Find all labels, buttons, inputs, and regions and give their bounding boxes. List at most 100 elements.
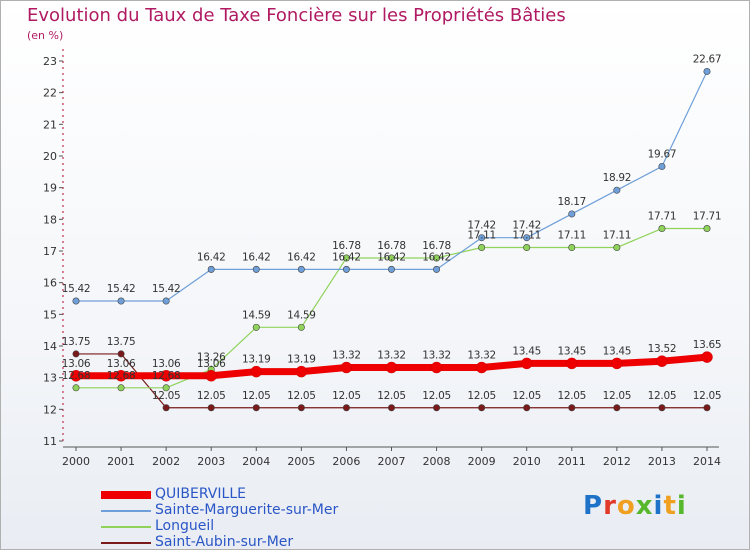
y-tick-label: 13 xyxy=(43,372,57,385)
data-point xyxy=(72,350,80,358)
x-tick-label: 2009 xyxy=(468,455,496,468)
data-label: 15.42 xyxy=(107,283,136,295)
data-point xyxy=(385,361,398,374)
data-point xyxy=(117,350,125,358)
data-point xyxy=(252,323,260,331)
data-label: 16.42 xyxy=(287,251,316,263)
data-point xyxy=(297,265,305,273)
data-label: 12.05 xyxy=(558,390,587,402)
data-point xyxy=(207,404,215,412)
x-tick-label: 2003 xyxy=(197,455,225,468)
data-label: 16.42 xyxy=(197,251,226,263)
data-point xyxy=(656,355,668,367)
data-label: 16.42 xyxy=(242,251,271,263)
data-point xyxy=(478,404,486,412)
data-label: 17.42 xyxy=(512,220,541,232)
data-point xyxy=(117,384,125,392)
data-label: 13.06 xyxy=(62,358,91,370)
x-tick-label: 2010 xyxy=(513,455,541,468)
data-point xyxy=(72,297,80,305)
data-point xyxy=(433,254,441,262)
data-point xyxy=(340,361,353,374)
x-tick-label: 2006 xyxy=(332,455,360,468)
data-label: 13.32 xyxy=(422,350,451,362)
data-point xyxy=(72,384,80,392)
data-point xyxy=(387,404,395,412)
y-tick-label: 11 xyxy=(43,435,57,448)
x-tick-label: 2004 xyxy=(242,455,270,468)
data-label: 13.32 xyxy=(377,350,406,362)
data-label: 12.68 xyxy=(107,370,136,382)
data-label: 12.05 xyxy=(693,390,722,402)
x-tick-label: 2012 xyxy=(603,455,631,468)
data-point xyxy=(162,297,170,305)
legend-swatch xyxy=(101,542,151,544)
y-tick-label: 12 xyxy=(43,403,57,416)
x-tick-label: 2014 xyxy=(693,455,721,468)
data-label: 17.11 xyxy=(603,230,632,242)
data-label: 12.05 xyxy=(467,390,496,402)
data-label: 12.05 xyxy=(242,390,271,402)
data-label: 22.67 xyxy=(693,53,722,65)
legend-swatch xyxy=(101,526,151,528)
data-label: 12.05 xyxy=(512,390,541,402)
data-label: 16.42 xyxy=(377,251,406,263)
legend-label: Sainte-Marguerite-sur-Mer xyxy=(155,502,339,518)
data-point xyxy=(297,404,305,412)
data-label: 13.52 xyxy=(648,343,677,355)
data-point xyxy=(566,357,578,370)
data-label: 19.67 xyxy=(648,148,677,160)
data-label: 17.11 xyxy=(558,230,587,242)
data-label: 13.32 xyxy=(332,350,361,362)
data-label: 13.06 xyxy=(107,358,136,370)
data-label: 12.05 xyxy=(287,390,316,402)
data-point xyxy=(342,404,350,412)
data-point xyxy=(568,210,576,218)
data-label: 13.32 xyxy=(467,350,496,362)
data-label: 12.05 xyxy=(422,390,451,402)
data-point xyxy=(433,404,441,412)
data-point xyxy=(613,404,621,412)
y-tick-label: 20 xyxy=(43,150,57,163)
data-point xyxy=(70,370,82,382)
data-label: 12.68 xyxy=(62,370,91,382)
data-label: 13.65 xyxy=(693,339,722,351)
data-label: 17.11 xyxy=(512,230,541,242)
data-point xyxy=(613,186,621,194)
data-point xyxy=(250,365,263,378)
data-point xyxy=(342,265,350,273)
data-point xyxy=(252,265,260,273)
x-tick-label: 2000 xyxy=(62,455,90,468)
data-point xyxy=(117,297,125,305)
data-label: 13.75 xyxy=(62,336,91,348)
y-tick-label: 17 xyxy=(43,245,57,258)
data-label: 17.11 xyxy=(467,230,496,242)
legend-label: Longueil xyxy=(155,518,215,534)
proxiti-logo: Proxiti xyxy=(583,491,687,521)
logo-letter: t xyxy=(663,491,677,521)
data-label: 16.78 xyxy=(332,240,361,252)
data-label: 12.05 xyxy=(197,390,226,402)
data-label: 13.75 xyxy=(107,336,136,348)
data-point xyxy=(568,404,576,412)
data-point xyxy=(207,265,215,273)
logo-letter: i xyxy=(676,491,687,521)
data-label: 15.42 xyxy=(62,283,91,295)
data-point xyxy=(520,357,533,370)
data-label: 12.68 xyxy=(152,370,181,382)
data-point xyxy=(475,361,488,374)
data-label: 13.06 xyxy=(197,358,226,370)
logo-letter: r xyxy=(603,491,617,521)
data-label: 14.59 xyxy=(242,309,271,321)
legend-label: QUIBERVILLE xyxy=(155,486,246,502)
data-label: 17.42 xyxy=(467,220,496,232)
data-label: 16.42 xyxy=(332,251,361,263)
data-label: 13.06 xyxy=(152,358,181,370)
data-point xyxy=(568,244,576,252)
data-point xyxy=(703,225,711,233)
x-tick-label: 2008 xyxy=(423,455,451,468)
x-tick-label: 2011 xyxy=(558,455,586,468)
data-point xyxy=(387,254,395,262)
